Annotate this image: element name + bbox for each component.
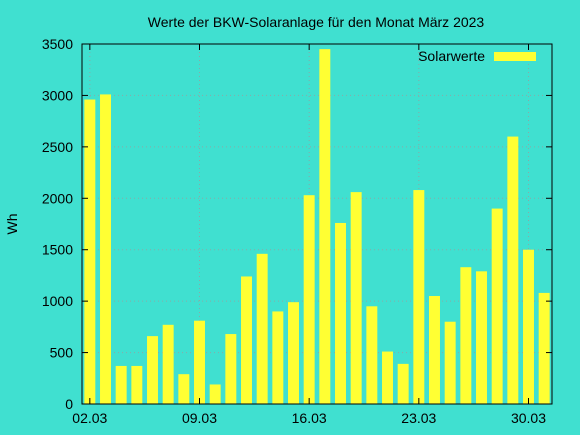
bar (460, 267, 472, 404)
legend: Solarwerte (418, 48, 536, 64)
x-tick-label: 23.03 (401, 410, 436, 426)
y-tick-label: 3000 (42, 87, 73, 103)
ticks-layer: 0 500 1000 1500 2000 2500 3000 3500 02.03 09.03 16… (42, 36, 552, 426)
bar (444, 321, 456, 404)
plot-frame (81, 43, 553, 405)
bar (538, 292, 550, 404)
bar (350, 192, 362, 404)
bar (413, 190, 425, 404)
bars-layer (84, 49, 550, 404)
bar (523, 249, 534, 404)
bar (335, 222, 346, 404)
bar (397, 363, 409, 404)
legend-label: Solarwerte (418, 48, 485, 64)
bar (382, 351, 393, 404)
bar (162, 324, 174, 404)
bar (491, 208, 503, 404)
bar (115, 365, 127, 404)
bar (178, 374, 190, 404)
bar (131, 365, 143, 404)
x-tick-label: 09.03 (182, 410, 217, 426)
x-tick-label: 16.03 (292, 410, 327, 426)
y-tick-label: 0 (65, 396, 73, 412)
y-tick-label: 2000 (42, 190, 73, 206)
x-tick-label: 30.03 (511, 410, 546, 426)
y-tick-label: 1500 (42, 242, 73, 258)
bar (303, 195, 315, 404)
y-tick-label: 500 (50, 345, 74, 361)
bar (100, 94, 111, 404)
legend-swatch (494, 52, 536, 61)
y-axis-title: Wh (4, 214, 20, 235)
bar (241, 276, 252, 404)
bar (476, 271, 487, 404)
x-tick-label: 02.03 (72, 410, 107, 426)
chart-title: Werte der BKW-Solaranlage für den Monat … (148, 14, 485, 30)
bar (288, 302, 299, 404)
y-tick-label: 2500 (42, 139, 73, 155)
bar (319, 49, 331, 404)
bar (209, 384, 221, 404)
bar (194, 320, 205, 404)
bar (147, 336, 158, 404)
y-tick-label: 3500 (42, 36, 73, 52)
bar (507, 136, 519, 404)
y-tick-label: 1000 (42, 293, 73, 309)
bar (256, 253, 268, 404)
bar (272, 311, 284, 404)
bar (225, 334, 237, 404)
bar (429, 296, 440, 404)
bar (366, 306, 378, 404)
bar (84, 99, 96, 404)
